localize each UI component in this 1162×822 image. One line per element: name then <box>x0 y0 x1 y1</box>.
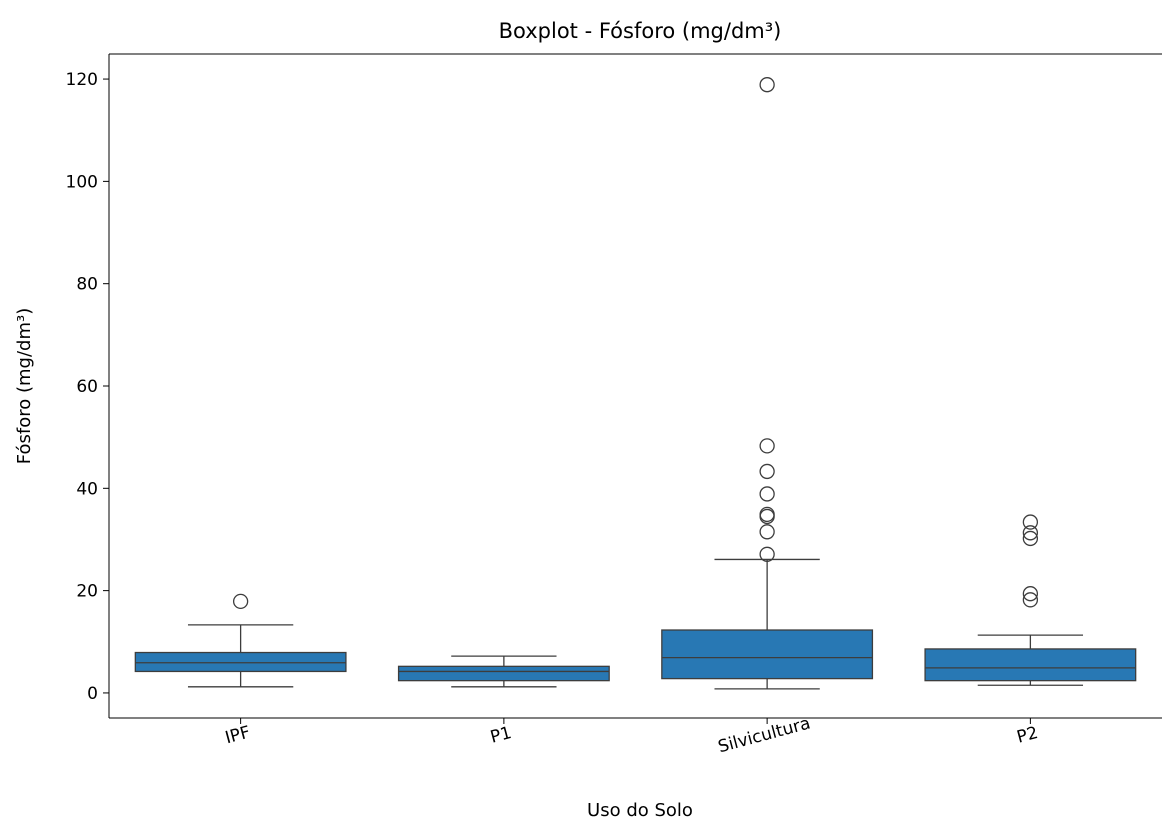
outlier-point <box>759 77 775 93</box>
chart-title: Boxplot - Fósforo (mg/dm³) <box>499 19 782 43</box>
outlier-point <box>232 593 249 610</box>
y-tick-label: 20 <box>76 582 98 602</box>
iqr-box <box>661 629 874 680</box>
x-tick-label: IPF <box>223 722 252 748</box>
x-tick-label: Silvicultura <box>716 713 813 757</box>
iqr-box <box>134 651 347 673</box>
box-p1 <box>397 655 610 688</box>
outlier-point <box>1022 530 1039 547</box>
outlier-point <box>759 486 775 502</box>
outlier-point <box>1022 592 1039 608</box>
box-p2 <box>924 514 1137 686</box>
outlier-point <box>759 524 775 540</box>
outlier-point <box>759 506 775 523</box>
outlier-point <box>1022 525 1039 541</box>
outlier-point <box>1022 586 1039 602</box>
y-tick-label: 60 <box>76 377 98 397</box>
iqr-box <box>924 648 1137 682</box>
x-tick-label: P2 <box>1015 723 1041 748</box>
plot-area: 0 20 40 60 80 100 120 IPF P1 Silvicultura P2 <box>66 53 1162 757</box>
y-tick-label: 100 <box>66 172 98 192</box>
box-silvicultura <box>661 77 874 690</box>
x-axis-label: Uso do Solo <box>587 800 693 821</box>
x-tick-label: P1 <box>488 723 514 748</box>
box-ipf <box>134 593 347 688</box>
y-axis-label: Fósforo (mg/dm³) <box>14 308 35 464</box>
y-tick-label: 120 <box>66 70 98 90</box>
y-tick-label: 80 <box>76 275 98 295</box>
y-tick-label: 40 <box>76 479 98 499</box>
outlier-point <box>759 546 775 562</box>
outlier-point <box>759 438 775 454</box>
iqr-box <box>397 665 610 682</box>
outlier-point <box>1022 514 1039 530</box>
y-tick-label: 0 <box>87 684 98 704</box>
outlier-point <box>759 463 775 480</box>
